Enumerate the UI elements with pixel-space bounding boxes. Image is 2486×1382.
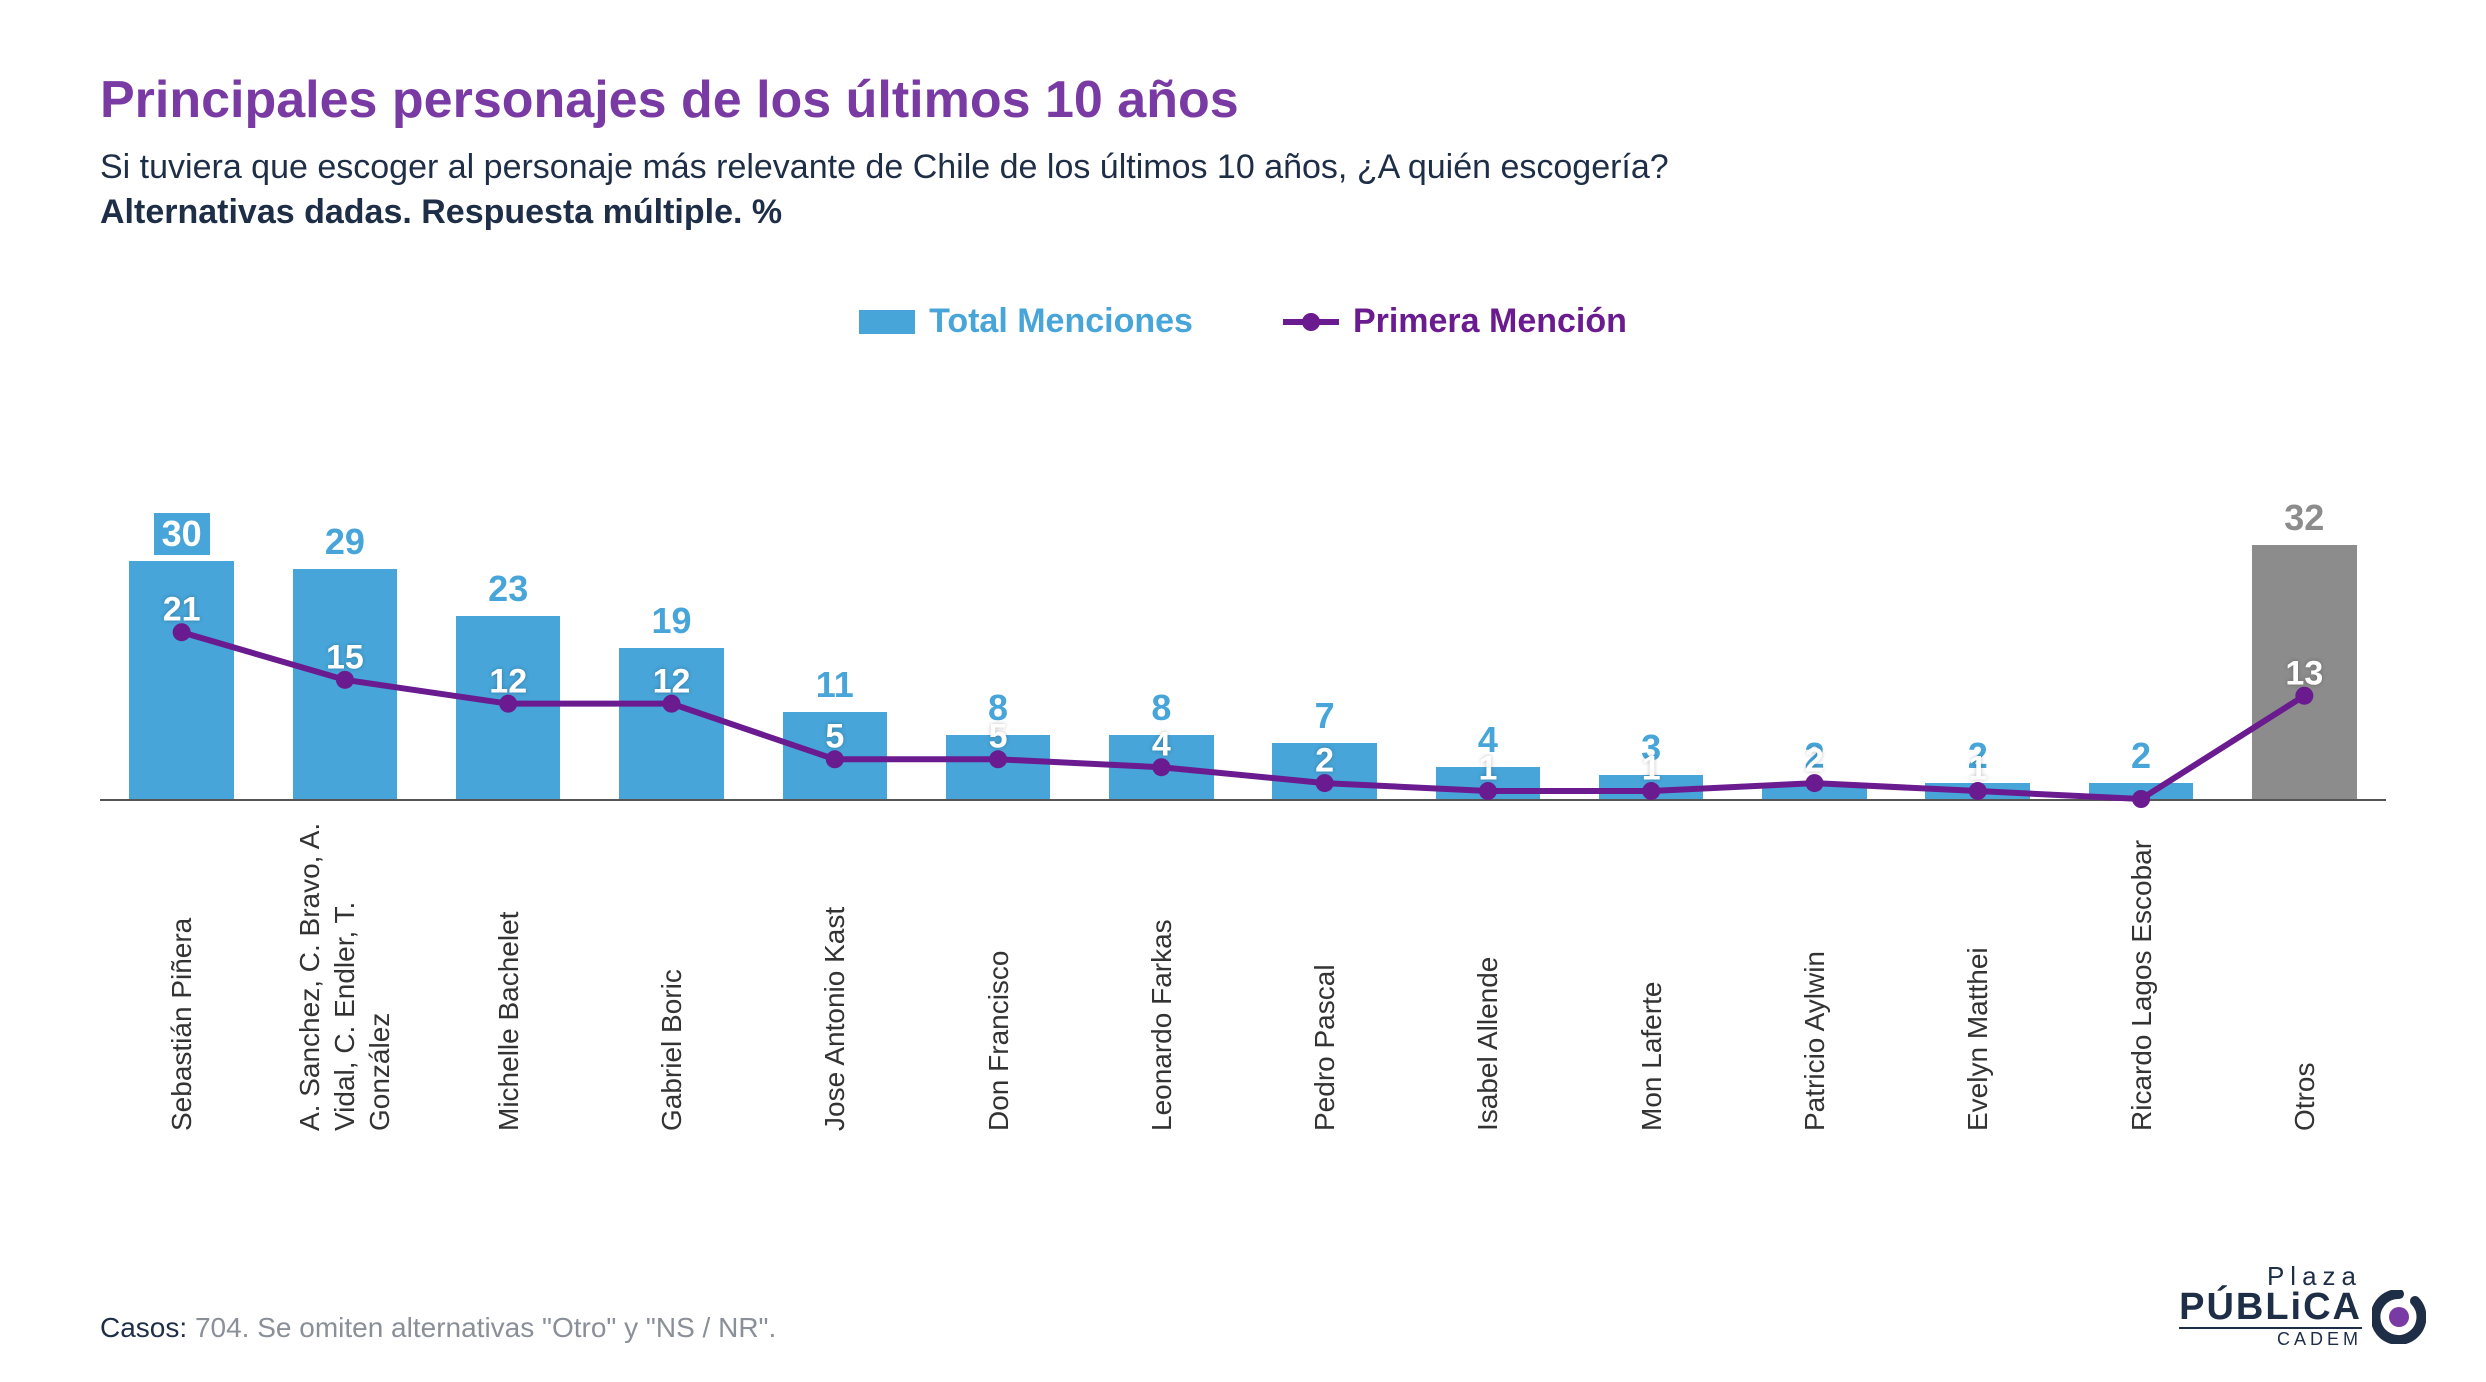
axis-label-slot: Michelle Bachelet [427,811,590,1131]
bar-slot: 8 [1080,521,1243,799]
footer-note: Casos: 704. Se omiten alternativas "Otro… [100,1312,776,1344]
logo-text: Plaza PÚBLiCA CADEM [2179,1264,2362,1348]
axis-label-slot: Gabriel Boric [590,811,753,1131]
axis-label: Pedro Pascal [1307,811,1342,1131]
axis-label: Mon Laferte [1634,811,1669,1131]
bars-row: 30292319118874322232 [100,521,2386,799]
legend-swatch-line [1283,319,1339,325]
plot-area: 30292319118874322232 211512125542112113 [100,521,2386,801]
bar-slot: 11 [753,521,916,799]
axis-label-slot: Jose Antonio Kast [753,811,916,1131]
bar: 2 [1925,783,2030,799]
bar-value-label: 8 [988,687,1008,729]
axis-label-slot: Pedro Pascal [1243,811,1406,1131]
axis-label: Gabriel Boric [654,811,689,1131]
bar-value-label: 2 [2131,735,2151,777]
axis-label: Leonardo Farkas [1144,811,1179,1131]
page-subtitle-bold: Alternativas dadas. Respuesta múltiple. … [100,193,2386,232]
axis-label: Jose Antonio Kast [817,811,852,1131]
bar: 3 [1599,775,1704,799]
bar: 8 [1109,735,1214,799]
page: Principales personajes de los últimos 10… [0,0,2486,1382]
axis-label: Ricardo Lagos Escobar [2124,811,2159,1131]
bar: 2 [2089,783,2194,799]
axis-label: Michelle Bachelet [491,811,526,1131]
bar-slot: 7 [1243,521,1406,799]
bar-slot: 2 [1733,521,1896,799]
footer-cases-label: Casos: [100,1312,187,1343]
axis-label: Don Francisco [981,811,1016,1131]
bar-slot: 19 [590,521,753,799]
bar-slot: 2 [2059,521,2222,799]
bar: 7 [1272,743,1377,799]
bar: 30 [129,561,234,799]
logo-main: PÚBLiCA [2179,1289,2362,1325]
bar-value-label: 23 [488,568,528,610]
axis-label-slot: Isabel Allende [1406,811,1569,1131]
bar-slot: 23 [427,521,590,799]
axis-label-slot: Mon Laferte [1570,811,1733,1131]
axis-label: Sebastián Piñera [164,811,199,1131]
bar: 4 [1436,767,1541,799]
bar: 8 [946,735,1051,799]
bar-slot: 3 [1570,521,1733,799]
bar-value-label: 4 [1478,719,1498,761]
legend-item-line: Primera Mención [1283,302,1627,341]
axis-label-slot: A. Sanchez, C. Bravo, A. Vidal, C. Endle… [263,811,426,1131]
logo-sub: CADEM [2179,1327,2362,1348]
axis-label-slot: Evelyn Matthei [1896,811,2059,1131]
axis-label: Otros [2287,811,2322,1131]
bar-value-label: 19 [651,600,691,642]
logo: Plaza PÚBLiCA CADEM [2179,1264,2426,1348]
bar: 2 [1762,783,1867,799]
legend-label-bar: Total Menciones [929,302,1193,341]
page-subtitle: Si tuviera que escoger al personaje más … [100,148,2386,187]
bar-value-label: 29 [325,521,365,563]
axis-label: Evelyn Matthei [1960,811,1995,1131]
bar-value-label: 7 [1315,695,1335,737]
chart: 30292319118874322232 211512125542112113 … [100,381,2386,1141]
bar-slot: 29 [263,521,426,799]
bar-slot: 32 [2223,521,2386,799]
axis-label-slot: Ricardo Lagos Escobar [2059,811,2222,1131]
bar-value-label: 2 [1804,735,1824,777]
bar-value-label: 8 [1151,687,1171,729]
bar: 23 [456,616,561,799]
bar-slot: 2 [1896,521,2059,799]
axis-label-slot: Leonardo Farkas [1080,811,1243,1131]
axis-label-slot: Don Francisco [916,811,1079,1131]
bar-slot: 4 [1406,521,1569,799]
page-title: Principales personajes de los últimos 10… [100,70,2386,130]
axis-label-slot: Sebastián Piñera [100,811,263,1131]
bar: 19 [619,648,724,799]
axis-label-slot: Otros [2223,811,2386,1131]
bar-value-label: 32 [2284,497,2324,539]
footer-cases-value: 704. Se omiten alternativas "Otro" y "NS… [195,1312,776,1343]
axis-label: Patricio Aylwin [1797,811,1832,1131]
legend: Total Menciones Primera Mención [100,302,2386,341]
bar: 32 [2252,545,2357,799]
bar-slot: 30 [100,521,263,799]
bar-value-label: 30 [154,513,210,555]
bar-value-label: 11 [816,664,854,706]
bar-slot: 8 [916,521,1079,799]
legend-item-bar: Total Menciones [859,302,1193,341]
legend-swatch-bar [859,310,915,334]
legend-label-line: Primera Mención [1353,302,1627,341]
bar: 11 [783,712,888,799]
logo-swirl-icon [2372,1290,2426,1344]
axis-labels-row: Sebastián Piñera A. Sanchez, C. Bravo, A.… [100,811,2386,1131]
axis-label: A. Sanchez, C. Bravo, A. Vidal, C. Endle… [292,811,397,1131]
bar-value-label: 3 [1641,727,1661,769]
bar-value-label: 2 [1968,735,1988,777]
bar: 29 [293,569,398,799]
axis-label-slot: Patricio Aylwin [1733,811,1896,1131]
axis-label: Isabel Allende [1470,811,1505,1131]
